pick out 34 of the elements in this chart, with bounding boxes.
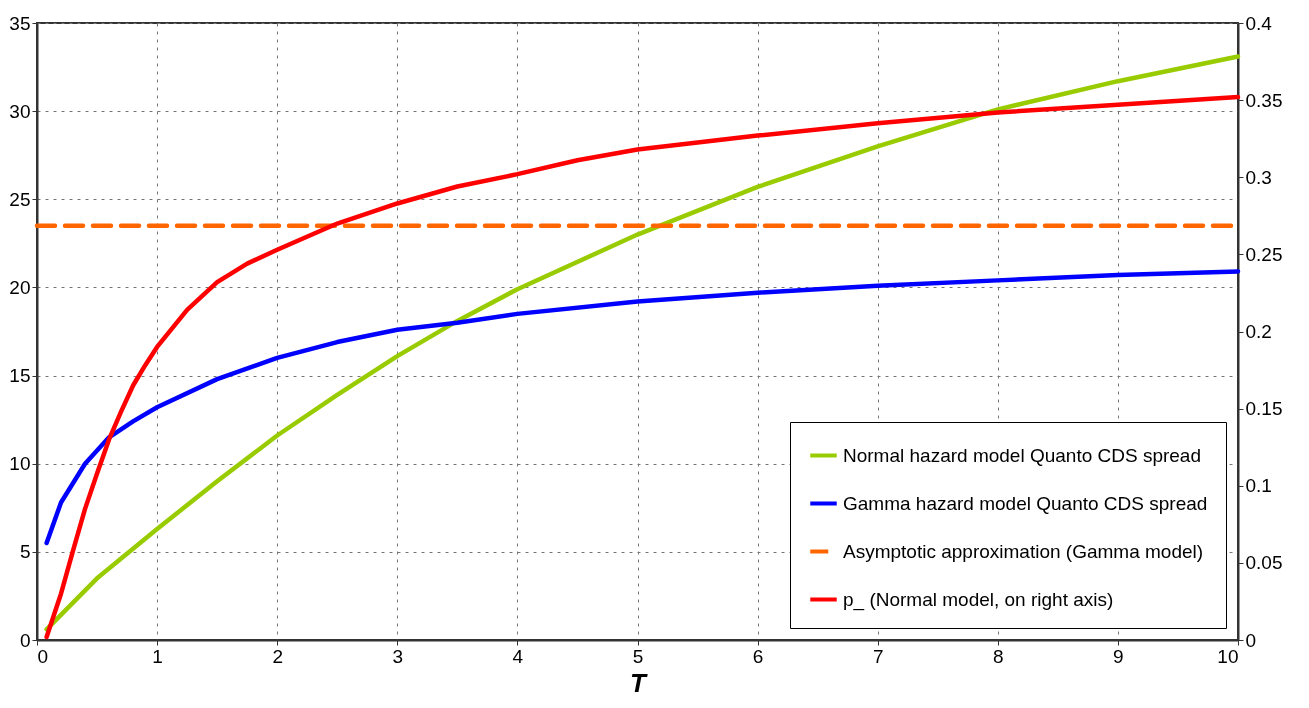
- legend-label: Normal hazard model Quanto CDS spread: [843, 444, 1202, 466]
- y-tick-label: 25: [9, 188, 31, 210]
- y-tick-label: 0: [19, 629, 31, 651]
- legend-label: Asymptotic approximation (Gamma model): [843, 540, 1204, 562]
- x-tick-label: 6: [752, 645, 764, 667]
- y-tick-label: 30: [9, 100, 31, 122]
- y2-tick-label: 0.3: [1245, 166, 1272, 188]
- x-tick-label: 8: [993, 645, 1004, 667]
- x-tick-label: 7: [872, 645, 884, 667]
- y2-tick-label: 0.25: [1245, 243, 1283, 265]
- x-tick-label: 3: [392, 645, 404, 667]
- x-tick-label: 4: [512, 645, 524, 667]
- x-tick-label: 2: [272, 645, 283, 667]
- y-tick-label: 15: [9, 365, 31, 387]
- x-tick-label: 5: [632, 645, 644, 667]
- y2-tick-label: 0.1: [1245, 475, 1272, 497]
- legend-label: Gamma hazard model Quanto CDS spread: [843, 492, 1208, 514]
- line-series: [44, 269, 1241, 546]
- y2-tick-label: 0.4: [1245, 12, 1273, 34]
- x-tick-label: 0: [37, 645, 49, 667]
- x-tick-label: 9: [1113, 645, 1124, 667]
- y2-tick-label: 0.2: [1245, 321, 1272, 342]
- x-tick-label: 1: [152, 645, 163, 667]
- y-tick-label: 10: [9, 453, 31, 475]
- x-axis-title: T: [630, 667, 649, 698]
- y2-tick-label: 0: [1245, 629, 1257, 651]
- x-tick-label: 10: [1217, 645, 1239, 667]
- y-tick-label: 35: [9, 12, 31, 34]
- y2-tick-label: 0.05: [1245, 552, 1283, 574]
- y2-tick-label: 0.15: [1245, 398, 1283, 420]
- y-tick-label: 20: [9, 276, 31, 298]
- legend-label: p_ (Normal model, on right axis): [843, 588, 1114, 611]
- y-tick-label: 5: [19, 541, 31, 563]
- y2-tick-label: 0.35: [1245, 89, 1283, 111]
